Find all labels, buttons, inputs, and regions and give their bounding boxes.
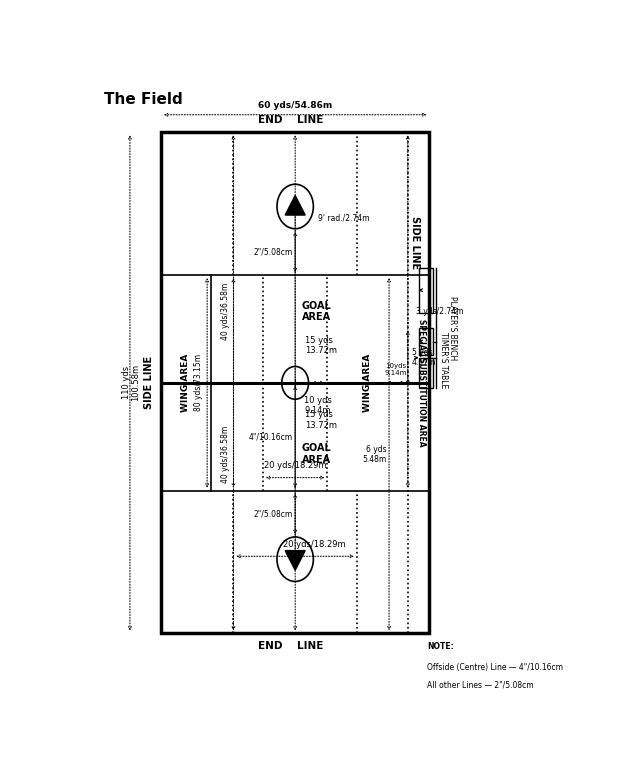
- Text: Offside (Centre) Line — 4"/10.16cm: Offside (Centre) Line — 4"/10.16cm: [427, 663, 563, 672]
- Text: TIMER'S TABLE: TIMER'S TABLE: [439, 332, 448, 388]
- Text: WING AREA: WING AREA: [363, 354, 372, 412]
- Bar: [418, 268, 433, 313]
- Text: SIDE LINE: SIDE LINE: [144, 356, 154, 409]
- Text: All other Lines — 2"/5.08cm: All other Lines — 2"/5.08cm: [427, 680, 533, 689]
- Text: 15 yds
13.72m: 15 yds 13.72m: [305, 410, 337, 430]
- Text: SIDE LINE: SIDE LINE: [410, 216, 420, 269]
- Text: 9' rad./2.74m: 9' rad./2.74m: [318, 213, 370, 222]
- Polygon shape: [285, 551, 305, 570]
- Text: 80 yds/73.15m: 80 yds/73.15m: [194, 355, 203, 412]
- Text: 5 yds
4.57m: 5 yds 4.57m: [412, 348, 436, 368]
- Polygon shape: [285, 196, 305, 215]
- Text: 15 yds
13.72m: 15 yds 13.72m: [305, 336, 337, 355]
- Text: 3 yds/2.74m: 3 yds/2.74m: [417, 307, 464, 316]
- Text: 4"/10.16cm: 4"/10.16cm: [248, 432, 292, 441]
- Text: NOTE:: NOTE:: [427, 642, 454, 651]
- Text: GOAL
AREA: GOAL AREA: [302, 301, 332, 322]
- Text: 20 yds/18.29m: 20 yds/18.29m: [283, 540, 345, 549]
- Text: 10yds
9.14m: 10yds 9.14m: [384, 363, 407, 376]
- Text: PLAYER'S BENCH: PLAYER'S BENCH: [447, 295, 457, 360]
- Text: 60 yds/54.86m: 60 yds/54.86m: [258, 101, 332, 110]
- Text: 2"/5.08cm: 2"/5.08cm: [253, 247, 292, 256]
- Text: 100.58m: 100.58m: [131, 365, 140, 401]
- Text: 40 yds/36.58m: 40 yds/36.58m: [221, 283, 230, 340]
- Text: WING AREA: WING AREA: [181, 354, 190, 412]
- Text: SPECIAL SUBSTITUTION AREA: SPECIAL SUBSTITUTION AREA: [417, 319, 426, 447]
- Text: 110 yds: 110 yds: [122, 366, 130, 400]
- Text: 2"/5.08cm: 2"/5.08cm: [253, 509, 292, 518]
- Text: 40 yds/36.58m: 40 yds/36.58m: [221, 425, 230, 483]
- Text: END    LINE: END LINE: [258, 116, 323, 126]
- Bar: [161, 132, 430, 633]
- Text: END    LINE: END LINE: [258, 641, 323, 651]
- Text: 10 yds
9.14m: 10 yds 9.14m: [304, 396, 332, 416]
- Text: 6 yds
5.48m: 6 yds 5.48m: [362, 444, 387, 464]
- Text: GOAL
AREA: GOAL AREA: [302, 444, 332, 465]
- Text: 20 yds/18.29m: 20 yds/18.29m: [264, 461, 326, 470]
- Bar: [418, 328, 433, 355]
- Bar: [418, 358, 433, 388]
- Text: The Field: The Field: [104, 93, 182, 107]
